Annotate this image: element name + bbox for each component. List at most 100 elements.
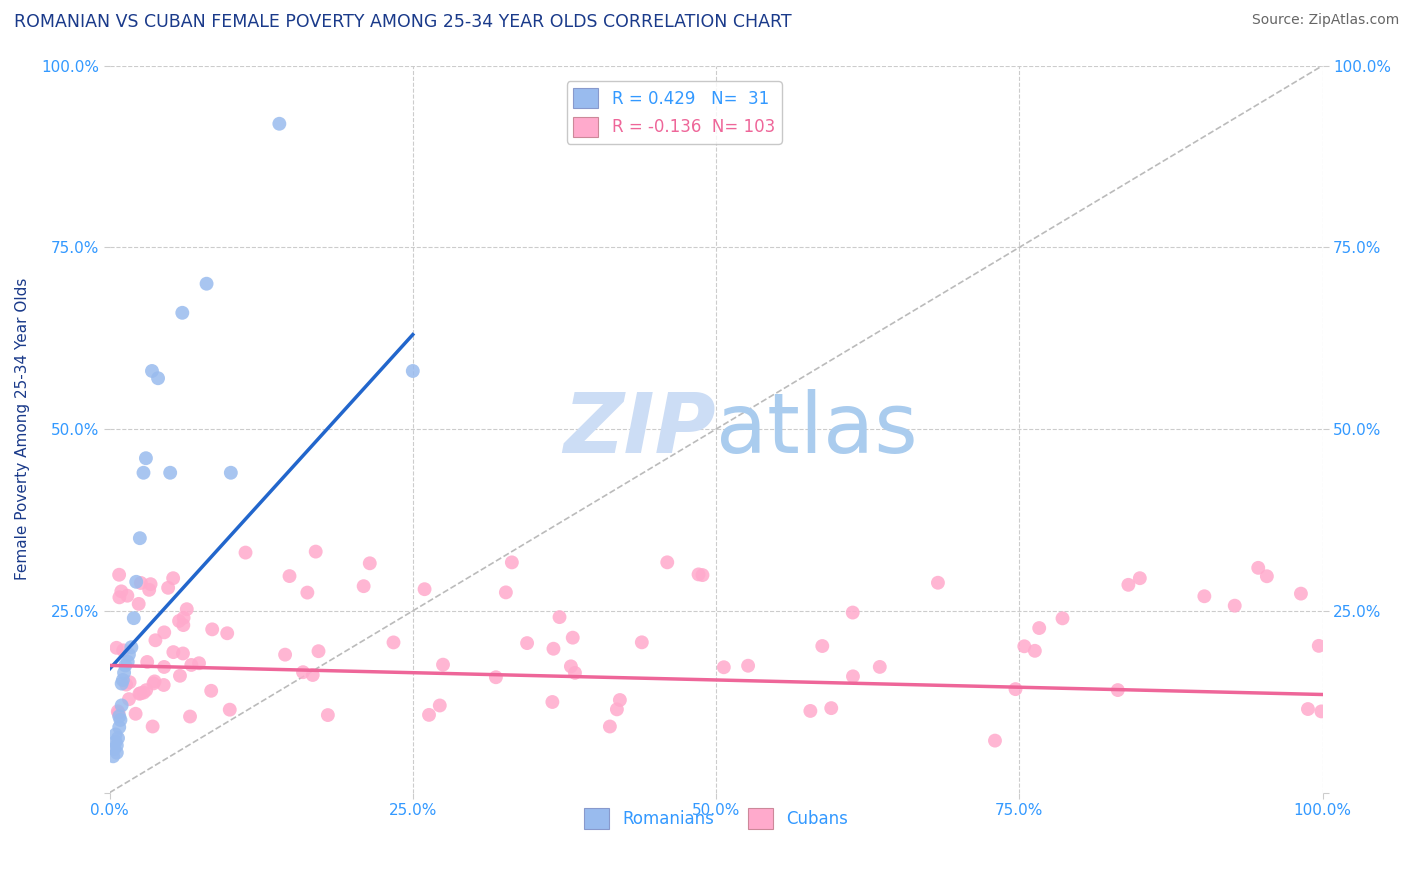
Point (176, 602, 198, 616)
Point (316, 708, 339, 723)
Point (1256, 569, 1278, 583)
Text: atlas: atlas (716, 389, 918, 469)
Point (152, 678, 174, 692)
Point (657, 555, 679, 569)
Point (107, 706, 129, 720)
Point (811, 639, 834, 653)
Point (114, 658, 136, 673)
Point (172, 647, 194, 661)
Point (820, 701, 842, 715)
Point (117, 655, 139, 669)
Point (125, 574, 148, 589)
Point (927, 575, 949, 590)
Point (1308, 639, 1330, 653)
Point (359, 556, 381, 570)
Point (128, 597, 150, 611)
Point (105, 746, 128, 760)
Point (143, 674, 166, 689)
Point (305, 544, 328, 558)
Point (432, 657, 454, 672)
Point (413, 582, 436, 597)
Point (142, 676, 165, 690)
Point (842, 669, 865, 683)
Point (1223, 599, 1246, 613)
Point (292, 665, 315, 680)
Point (1118, 578, 1140, 592)
Point (1194, 589, 1216, 603)
Point (200, 683, 222, 698)
Point (101, 749, 124, 764)
Point (353, 579, 375, 593)
Point (218, 703, 240, 717)
Point (111, 698, 134, 713)
Point (235, 545, 257, 559)
Point (108, 591, 131, 605)
Point (138, 582, 160, 597)
Point (104, 735, 127, 749)
Point (159, 466, 181, 480)
Point (501, 555, 523, 569)
Point (278, 569, 301, 583)
Point (179, 709, 201, 723)
Text: Source: ZipAtlas.com: Source: ZipAtlas.com (1251, 13, 1399, 28)
Point (122, 611, 145, 625)
Point (120, 640, 142, 655)
Point (188, 657, 211, 671)
Point (737, 658, 759, 673)
Point (162, 645, 184, 659)
Point (110, 713, 132, 727)
Point (105, 739, 128, 753)
Point (111, 673, 134, 687)
Point (110, 584, 132, 599)
Point (418, 707, 440, 722)
Point (135, 683, 157, 698)
Point (117, 589, 139, 603)
Point (145, 633, 167, 648)
Point (692, 568, 714, 582)
Point (1310, 705, 1333, 719)
Point (172, 306, 194, 320)
Point (1028, 621, 1050, 635)
Point (606, 702, 628, 716)
Point (103, 742, 125, 756)
Text: ROMANIAN VS CUBAN FEMALE POVERTY AMONG 25-34 YEAR OLDS CORRELATION CHART: ROMANIAN VS CUBAN FEMALE POVERTY AMONG 2… (14, 13, 792, 31)
Point (599, 719, 621, 733)
Point (543, 641, 565, 656)
Text: ZIP: ZIP (564, 389, 716, 469)
Point (141, 364, 163, 378)
Point (799, 704, 821, 718)
Point (128, 687, 150, 701)
Point (132, 466, 155, 480)
Y-axis label: Female Poverty Among 25-34 Year Olds: Female Poverty Among 25-34 Year Olds (15, 278, 30, 581)
Point (108, 709, 131, 723)
Point (107, 731, 129, 745)
Point (108, 567, 131, 582)
Point (153, 625, 176, 640)
Point (118, 692, 141, 706)
Point (112, 643, 135, 657)
Point (157, 581, 180, 595)
Point (136, 655, 159, 669)
Point (561, 631, 583, 645)
Point (984, 733, 1007, 747)
Point (118, 648, 141, 662)
Point (180, 657, 202, 672)
Point (495, 585, 517, 599)
Point (841, 606, 863, 620)
Point (1004, 682, 1026, 697)
Point (564, 665, 586, 680)
Point (308, 644, 330, 658)
Point (217, 626, 239, 640)
Point (269, 117, 291, 131)
Point (1014, 640, 1036, 654)
Point (609, 693, 631, 707)
Point (301, 668, 323, 682)
Point (129, 686, 152, 700)
Point (1247, 561, 1270, 575)
Point (153, 660, 176, 674)
Point (548, 610, 571, 624)
Point (129, 576, 152, 591)
Point (402, 364, 425, 378)
Point (429, 698, 451, 713)
Point (167, 614, 190, 628)
